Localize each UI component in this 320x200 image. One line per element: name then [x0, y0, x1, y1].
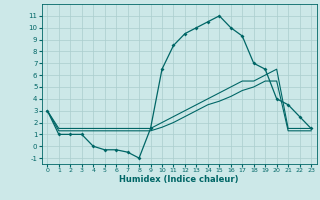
X-axis label: Humidex (Indice chaleur): Humidex (Indice chaleur) — [119, 175, 239, 184]
